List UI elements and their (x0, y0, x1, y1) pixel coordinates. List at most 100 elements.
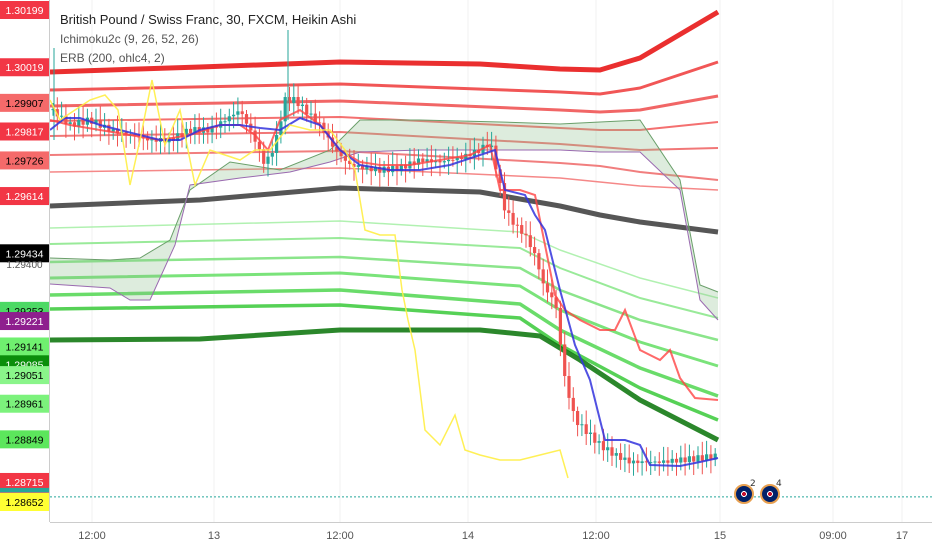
candle-body-48 (257, 141, 261, 150)
candle-body-11 (98, 120, 102, 128)
candle-body-43 (236, 111, 240, 115)
erb-band-7 (49, 185, 719, 235)
erb-band-6 (49, 167, 719, 191)
candle-body-79 (391, 165, 395, 173)
candle-body-130 (610, 447, 614, 456)
candle-body-4 (68, 122, 72, 125)
candle-body-50 (266, 156, 270, 164)
price-label-bg-6 (0, 244, 49, 263)
erb-band-0 (49, 9, 720, 75)
candle-body-55 (287, 97, 292, 103)
candle-body-68 (343, 156, 347, 161)
candle-body-81 (399, 164, 403, 172)
time-tick-6: 09:00 (819, 530, 847, 542)
candle-body-69 (348, 160, 352, 164)
price-label-bg-13 (0, 430, 49, 449)
price-label-bg-4 (0, 151, 49, 170)
candle-body-153 (709, 454, 713, 460)
price-label-bg-17 (0, 493, 49, 511)
candle-body-144 (670, 458, 674, 463)
candle-body-107 (511, 212, 515, 225)
candle-body-41 (227, 116, 231, 122)
candle-body-106 (507, 210, 511, 213)
candle-body-62 (318, 122, 322, 124)
ichimoku-lines (49, 79, 719, 479)
erb-band-2 (49, 94, 719, 114)
erb-band-1 (49, 60, 719, 96)
candle-body-52 (275, 135, 279, 153)
indicator-ichimoku-label[interactable]: Ichimoku2c (9, 26, 52, 26) (60, 32, 199, 46)
price-label-bg-11 (0, 366, 49, 385)
price-label-13: 1.28849 (6, 434, 44, 446)
symbol-title: British Pound / Swiss Franc, 30, FXCM, H… (60, 12, 357, 27)
candle-body-94 (455, 157, 459, 161)
candle-body-140 (653, 461, 657, 463)
candle-body-147 (683, 457, 687, 463)
chart-legend: British Pound / Swiss Franc, 30, FXCM, H… (60, 12, 356, 65)
candle-body-149 (692, 456, 696, 462)
erb-band-12 (49, 288, 719, 398)
chikou-span (49, 79, 569, 479)
candle-body-112 (533, 247, 537, 254)
candle-body-95 (459, 157, 464, 159)
candle-body-40 (223, 121, 227, 123)
price-label-12: 1.28961 (6, 399, 44, 411)
candle-body-90 (438, 160, 442, 163)
erb-band-3 (49, 116, 719, 131)
candle-body-57 (296, 97, 300, 107)
candle-body-51 (270, 152, 274, 157)
price-label-1: 1.30019 (6, 62, 44, 74)
time-axis: 12:00 13 12:00 14 12:00 15 09:00 17 (50, 522, 932, 542)
price-label-bg-0 (0, 1, 49, 19)
candle-body-70 (352, 163, 356, 167)
candle-body-138 (644, 461, 648, 463)
candle-body-151 (700, 455, 704, 461)
candle-body-82 (404, 164, 408, 169)
candle-body-134 (627, 457, 631, 464)
candle-body-67 (339, 151, 343, 157)
time-tick-2: 12:00 (326, 530, 354, 542)
candle-body-114 (541, 269, 545, 284)
candle-body-126 (593, 432, 597, 443)
indicator-erb-label[interactable]: ERB (200, ohlc4, 2) (60, 51, 165, 65)
candle-body-93 (451, 159, 455, 161)
uk-flag-event-icon[interactable] (734, 484, 754, 504)
erb-band-8 (49, 220, 719, 299)
candle-body-9 (90, 117, 94, 124)
time-tick-5: 15 (714, 530, 726, 542)
time-tick-1: 13 (208, 530, 220, 542)
candle-body-0 (51, 109, 55, 111)
candle-body-84 (412, 161, 416, 165)
candle-body-118 (558, 307, 562, 345)
candle-body-72 (361, 165, 365, 170)
candle-body-14 (111, 128, 115, 132)
candle-body-122 (576, 411, 580, 426)
time-tick-0: 12:00 (78, 530, 106, 542)
candle-body-3 (64, 115, 68, 125)
candle-body-105 (502, 183, 507, 211)
price-label-4: 1.29726 (6, 155, 44, 167)
candle-body-132 (619, 453, 623, 460)
candle-body-102 (490, 145, 494, 148)
cloud-fill (50, 120, 718, 320)
candle-body-66 (335, 146, 339, 152)
candle-body-71 (356, 165, 360, 167)
candle-body-115 (545, 283, 550, 293)
candle-body-145 (674, 458, 679, 463)
candle-body-124 (584, 424, 588, 435)
candle-body-6 (77, 119, 81, 127)
candle-body-37 (210, 126, 214, 133)
candle-body-59 (305, 104, 309, 115)
candle-body-92 (447, 159, 451, 162)
candle-body-76 (378, 166, 382, 173)
candle-body-113 (537, 253, 541, 270)
candle-body-80 (395, 165, 399, 172)
uk-flag-event-icon[interactable] (760, 484, 780, 504)
erb-band-13 (49, 303, 719, 422)
candle-body-111 (528, 235, 532, 248)
candle-body-142 (662, 460, 666, 463)
erb-band-14 (49, 327, 720, 443)
candle-body-61 (313, 113, 317, 123)
candle-body-135 (631, 460, 636, 464)
